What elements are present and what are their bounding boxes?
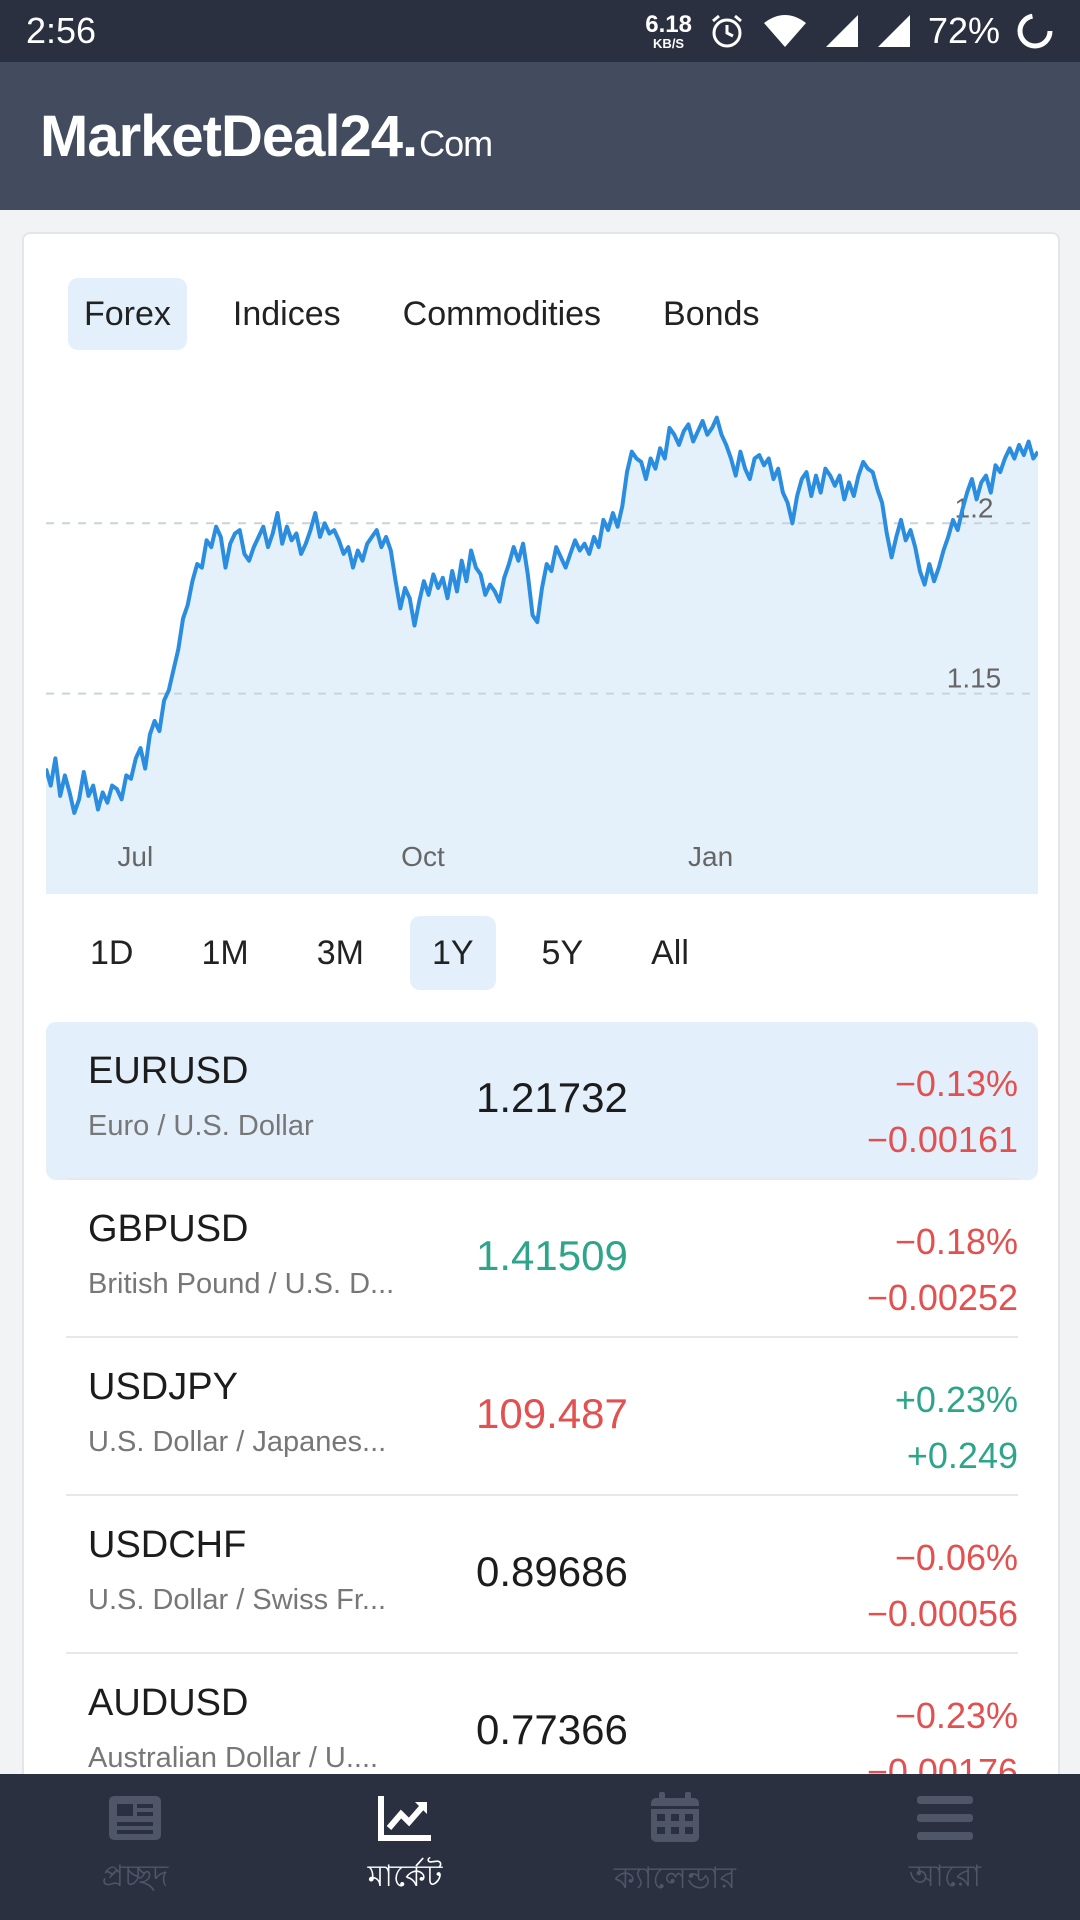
- nav-label: আরো: [908, 1859, 982, 1893]
- quote-row[interactable]: EURUSD Euro / U.S. Dollar 1.21732 −0.13%…: [46, 1022, 1038, 1180]
- tab-bonds[interactable]: Bonds: [663, 295, 760, 333]
- bottom-nav: প্রচ্ছদ মার্কেট ক্যালেন্ডার: [0, 1774, 1080, 1920]
- network-speed: 6.18 KB/S: [645, 10, 692, 51]
- market-tabs: Forex Indices Commodities Bonds: [68, 278, 805, 350]
- quote-change-abs: −0.00252: [866, 1277, 1018, 1318]
- quote-symbol: AUDUSD: [88, 1682, 249, 1724]
- quote-price: 0.89686: [476, 1548, 628, 1595]
- quote-change-abs: −0.00056: [866, 1593, 1018, 1634]
- quote-change-abs: −0.00161: [866, 1119, 1018, 1160]
- nav-label: ক্যালেন্ডার: [614, 1861, 736, 1895]
- chart-x-tick-label: Oct: [401, 841, 445, 872]
- market-card: Forex Indices Commodities Bonds 1.15 1.2 J…: [22, 232, 1060, 1792]
- status-bar: 2:56 6.18 KB/S 72%: [0, 0, 1080, 62]
- chart-x-tick-label: Jul: [117, 841, 153, 872]
- range-5y[interactable]: 5Y: [541, 934, 584, 972]
- battery-icon: [1017, 13, 1053, 49]
- quote-change: −0.06% −0.00056: [867, 1530, 1018, 1642]
- nav-market[interactable]: মার্কেট: [270, 1774, 540, 1920]
- chart-line-icon: [378, 1795, 431, 1841]
- price-chart[interactable]: 1.15 1.2 Jul Oct Jan: [46, 394, 1038, 894]
- chart-x-tick-label: Jan: [688, 841, 733, 872]
- nav-label: প্রচ্ছদ: [101, 1859, 169, 1893]
- quote-symbol: GBPUSD: [88, 1208, 249, 1250]
- quote-symbol: USDCHF: [88, 1524, 247, 1566]
- newspaper-icon: [109, 1795, 161, 1840]
- nav-more[interactable]: আরো: [810, 1774, 1080, 1920]
- quote-price: 0.77366: [476, 1706, 628, 1753]
- quote-change: +0.23% +0.249: [895, 1372, 1018, 1484]
- chart-y-tick-label: 1.15: [947, 663, 1002, 694]
- quote-symbol: USDJPY: [88, 1366, 238, 1408]
- range-1y[interactable]: 1Y: [409, 916, 496, 990]
- app-header: MarketDeal24. Com: [0, 62, 1080, 210]
- calendar-icon: [651, 1791, 699, 1842]
- quote-price: 109.487: [476, 1390, 628, 1437]
- network-speed-value: 6.18: [645, 10, 692, 38]
- quote-description: Australian Dollar / U....: [88, 1742, 379, 1774]
- chart-area-fill: [46, 417, 1038, 894]
- nav-label: মার্কেট: [367, 1859, 443, 1893]
- quote-row[interactable]: USDCHF U.S. Dollar / Swiss Fr... 0.89686…: [46, 1496, 1038, 1654]
- quote-price: 1.21732: [476, 1074, 628, 1121]
- tab-forex[interactable]: Forex: [68, 278, 187, 350]
- tab-indices[interactable]: Indices: [232, 295, 341, 333]
- status-time: 2:56: [26, 10, 97, 51]
- quote-description: British Pound / U.S. D...: [88, 1268, 395, 1300]
- battery-level: 72%: [927, 10, 1000, 51]
- range-3m[interactable]: 3M: [316, 934, 364, 972]
- chart-series-line: [46, 415, 1038, 815]
- quote-change-pct: −0.13%: [894, 1063, 1018, 1104]
- quote-change-pct: +0.23%: [894, 1379, 1018, 1420]
- logo-suffix: Com: [419, 122, 493, 164]
- quote-change: −0.18% −0.00252: [867, 1214, 1018, 1326]
- quote-list: EURUSD Euro / U.S. Dollar 1.21732 −0.13%…: [46, 1022, 1038, 1790]
- tab-commodities[interactable]: Commodities: [402, 295, 602, 333]
- range-selector: 1D 1M 3M 1Y 5Y All: [68, 916, 735, 990]
- menu-icon: [917, 1795, 973, 1840]
- nav-home[interactable]: প্রচ্ছদ: [0, 1774, 270, 1920]
- logo-main: MarketDeal24.: [40, 103, 418, 169]
- network-speed-unit: KB/S: [653, 35, 685, 51]
- quote-description: Euro / U.S. Dollar: [88, 1110, 314, 1142]
- range-1d[interactable]: 1D: [90, 934, 134, 972]
- app-logo[interactable]: MarketDeal24. Com: [40, 103, 493, 170]
- quote-price: 1.41509: [476, 1232, 628, 1279]
- range-1m[interactable]: 1M: [201, 934, 249, 972]
- quote-change-abs: +0.249: [906, 1435, 1018, 1476]
- range-all[interactable]: All: [651, 934, 689, 972]
- wifi-icon: [763, 15, 806, 47]
- signal-icon-2: [877, 15, 910, 47]
- quote-row[interactable]: USDJPY U.S. Dollar / Japanes... 109.487 …: [46, 1338, 1038, 1496]
- quote-row[interactable]: GBPUSD British Pound / U.S. D... 1.41509…: [46, 1180, 1038, 1338]
- quote-row[interactable]: AUDUSD Australian Dollar / U.... 0.77366…: [46, 1654, 1038, 1790]
- row-divider: [66, 1652, 1018, 1654]
- row-divider: [66, 1336, 1018, 1338]
- quote-change-pct: −0.18%: [894, 1221, 1018, 1262]
- quote-change-pct: −0.06%: [894, 1537, 1018, 1578]
- signal-icon: [825, 15, 858, 47]
- alarm-icon: [711, 14, 742, 48]
- row-divider: [66, 1178, 1018, 1180]
- quote-description: U.S. Dollar / Swiss Fr...: [88, 1584, 387, 1616]
- quote-change: −0.13% −0.00161: [867, 1056, 1018, 1168]
- quote-description: U.S. Dollar / Japanes...: [88, 1426, 387, 1458]
- quote-symbol: EURUSD: [88, 1050, 249, 1092]
- row-divider: [66, 1494, 1018, 1496]
- quote-change-pct: −0.23%: [894, 1695, 1018, 1736]
- nav-calendar[interactable]: ক্যালেন্ডার: [540, 1774, 810, 1920]
